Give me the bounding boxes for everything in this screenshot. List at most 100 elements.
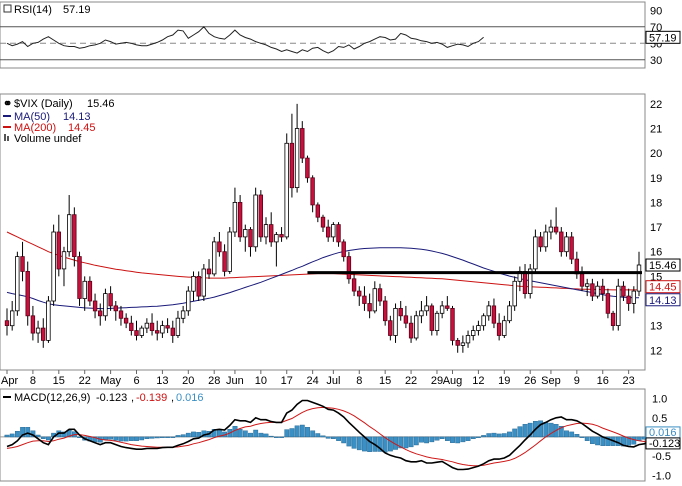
candle-body bbox=[315, 204, 320, 218]
candle-body bbox=[481, 315, 486, 327]
candle bbox=[548, 219, 554, 240]
macd-panel-frame bbox=[0, 388, 646, 482]
macd-legend: MACD(12,26,9) -0.123 , -0.139 , 0.016 bbox=[3, 392, 204, 404]
macd-histogram-bar bbox=[263, 433, 269, 438]
candle-body bbox=[149, 322, 155, 332]
price-tick-label: 21 bbox=[650, 124, 662, 136]
macd-histogram-bar bbox=[325, 436, 331, 439]
macd-histogram-bar bbox=[579, 436, 585, 438]
candle-body bbox=[180, 310, 186, 319]
macd-histogram-bar bbox=[128, 436, 134, 441]
candle bbox=[300, 121, 305, 163]
macd-histogram-bar bbox=[522, 424, 528, 438]
candle-body bbox=[20, 256, 25, 272]
candle-body bbox=[222, 251, 227, 272]
macd-histogram-bar bbox=[284, 429, 290, 438]
candle bbox=[139, 325, 144, 338]
macd-histogram-bar bbox=[248, 432, 253, 438]
price-legend-value: 15.46 bbox=[87, 98, 115, 110]
x-tick-label: 17 bbox=[281, 375, 293, 387]
candle-body bbox=[522, 270, 528, 294]
x-tick-label: 28 bbox=[208, 375, 220, 387]
candle bbox=[248, 227, 253, 257]
candle-body bbox=[325, 226, 331, 238]
macd-histogram-bar bbox=[165, 436, 170, 438]
candle-body bbox=[590, 283, 595, 297]
candle bbox=[206, 259, 212, 279]
candle-body bbox=[419, 310, 424, 317]
price-tick-label: 17 bbox=[650, 222, 662, 234]
candle-body bbox=[9, 310, 15, 327]
candle bbox=[543, 224, 548, 252]
rsi-tick-label: 90 bbox=[650, 5, 662, 17]
candle-body bbox=[165, 325, 170, 329]
macd-histogram-bar bbox=[491, 432, 497, 438]
candle bbox=[533, 229, 538, 274]
x-axis: Apr 8 15 22 May 6 13 20 28 Jun 10 17 24 Jul 8 15 22 29 Aug… bbox=[1, 370, 635, 387]
candle-body bbox=[201, 268, 206, 297]
candle bbox=[144, 318, 150, 334]
candle bbox=[191, 271, 196, 301]
macd-histogram-bar bbox=[154, 436, 160, 439]
candle-body bbox=[284, 142, 289, 238]
macd-histogram-bar bbox=[356, 436, 362, 451]
svg-text:,: , bbox=[171, 392, 174, 404]
macd-histogram-bar bbox=[331, 436, 336, 439]
candle bbox=[118, 305, 124, 326]
candle bbox=[305, 155, 310, 183]
candle-body bbox=[175, 317, 181, 336]
macd-histogram-bar bbox=[626, 436, 632, 446]
x-tick-label: 24 bbox=[307, 375, 319, 387]
candle bbox=[486, 301, 491, 321]
macd-histogram-bar bbox=[180, 434, 186, 438]
macd-legend-label: MACD(12,26,9) bbox=[14, 392, 90, 404]
candle bbox=[403, 305, 409, 329]
candle-body bbox=[486, 305, 491, 317]
macd-histogram-bar bbox=[20, 427, 25, 438]
candle bbox=[87, 276, 93, 306]
candle-body bbox=[51, 231, 56, 302]
candle bbox=[429, 303, 434, 336]
macd-histogram-bar bbox=[569, 431, 575, 438]
macd-histogram-bar bbox=[434, 436, 440, 441]
macd-histogram-bar bbox=[134, 436, 139, 441]
candle bbox=[72, 207, 77, 267]
candle bbox=[211, 236, 217, 277]
macd-histogram-bar bbox=[517, 426, 523, 438]
macd-histogram-bar bbox=[408, 436, 414, 448]
candle bbox=[569, 232, 574, 265]
candle bbox=[616, 278, 621, 331]
candle bbox=[165, 318, 170, 334]
candle-body bbox=[559, 231, 564, 253]
candle bbox=[585, 278, 590, 297]
candle bbox=[9, 301, 15, 331]
candle-body bbox=[92, 300, 98, 312]
macd-histogram-bar bbox=[377, 436, 383, 452]
candle-body bbox=[25, 270, 30, 317]
macd-signal-line bbox=[6, 406, 650, 467]
candle-body bbox=[377, 288, 383, 302]
candle bbox=[553, 207, 559, 235]
macd-histogram-bar bbox=[113, 436, 119, 441]
candle-body bbox=[113, 305, 118, 312]
candle-body bbox=[465, 335, 471, 344]
macd-histogram-bar bbox=[310, 430, 316, 438]
candle-body bbox=[61, 251, 67, 270]
candle-body bbox=[331, 224, 336, 238]
macd-histogram-bar bbox=[139, 436, 145, 441]
macd-histogram-bar bbox=[258, 432, 264, 438]
candle bbox=[217, 232, 222, 257]
rsi-legend-label: RSI(14) bbox=[14, 4, 52, 16]
macd-histogram-bar bbox=[315, 433, 321, 438]
price-tick-label: 20 bbox=[650, 148, 662, 160]
candle-body bbox=[274, 234, 279, 243]
candle bbox=[528, 264, 533, 299]
candle-body bbox=[160, 325, 165, 334]
candle-body bbox=[4, 320, 10, 327]
ma200-value-tag-box bbox=[645, 280, 681, 294]
macd-histogram-bar bbox=[25, 427, 31, 438]
candle-body bbox=[144, 322, 150, 329]
candle-body bbox=[98, 310, 103, 317]
candle-body bbox=[455, 339, 460, 346]
macd-histogram-bar bbox=[445, 436, 450, 441]
